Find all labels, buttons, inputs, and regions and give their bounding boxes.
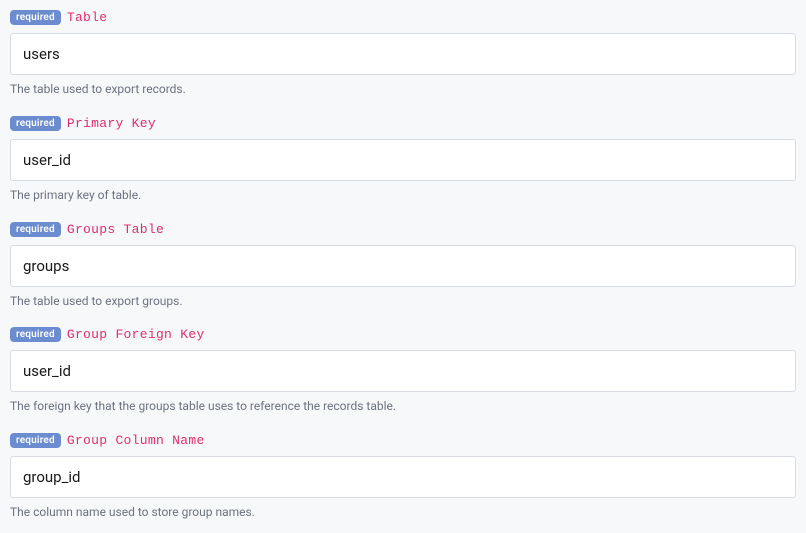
field-header: required Primary Key — [10, 116, 796, 131]
groups-table-input[interactable] — [10, 245, 796, 287]
field-label-table: Table — [67, 10, 108, 25]
form-field-group-foreign-key: required Group Foreign Key The foreign k… — [10, 327, 796, 415]
primary-key-input[interactable] — [10, 139, 796, 181]
form-field-group-column-name: required Group Column Name The column na… — [10, 433, 796, 521]
required-badge: required — [10, 10, 61, 25]
field-header: required Group Foreign Key — [10, 327, 796, 342]
field-header: required Group Column Name — [10, 433, 796, 448]
field-help-table: The table used to export records. — [10, 81, 796, 98]
form-field-table: required Table The table used to export … — [10, 10, 796, 98]
field-label-group-foreign-key: Group Foreign Key — [67, 327, 205, 342]
group-column-name-input[interactable] — [10, 456, 796, 498]
field-help-primary-key: The primary key of table. — [10, 187, 796, 204]
field-label-group-column-name: Group Column Name — [67, 433, 205, 448]
field-label-groups-table: Groups Table — [67, 222, 164, 237]
field-help-group-column-name: The column name used to store group name… — [10, 504, 796, 521]
field-help-groups-table: The table used to export groups. — [10, 293, 796, 310]
required-badge: required — [10, 222, 61, 237]
required-badge: required — [10, 116, 61, 131]
form-field-groups-table: required Groups Table The table used to … — [10, 222, 796, 310]
group-foreign-key-input[interactable] — [10, 350, 796, 392]
field-header: required Table — [10, 10, 796, 25]
form-field-primary-key: required Primary Key The primary key of … — [10, 116, 796, 204]
field-header: required Groups Table — [10, 222, 796, 237]
required-badge: required — [10, 327, 61, 342]
field-label-primary-key: Primary Key — [67, 116, 156, 131]
table-input[interactable] — [10, 33, 796, 75]
required-badge: required — [10, 433, 61, 448]
field-help-group-foreign-key: The foreign key that the groups table us… — [10, 398, 796, 415]
